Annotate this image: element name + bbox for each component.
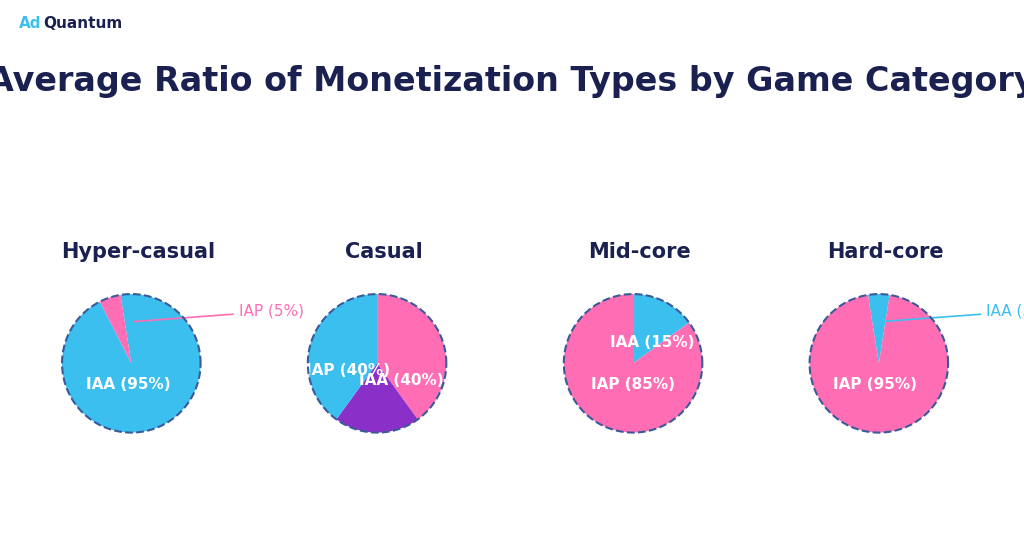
Text: IAA (15%): IAA (15%) <box>610 335 694 350</box>
Text: IAP (85%): IAP (85%) <box>591 376 675 392</box>
Title: Mid-core: Mid-core <box>589 242 691 262</box>
Text: IAP (40%): IAP (40%) <box>306 363 390 378</box>
Title: Hyper-casual: Hyper-casual <box>61 242 215 262</box>
Wedge shape <box>336 363 418 433</box>
Wedge shape <box>100 295 131 363</box>
Wedge shape <box>564 294 702 433</box>
Text: Average Ratio of Monetization Types by Game Category: Average Ratio of Monetization Types by G… <box>0 65 1024 98</box>
Text: IAA (5%): IAA (5%) <box>882 304 1024 321</box>
Text: IAA (40%): IAA (40%) <box>359 373 443 388</box>
Text: IAP (5%): IAP (5%) <box>134 304 304 321</box>
Wedge shape <box>308 294 377 420</box>
Title: Casual: Casual <box>345 242 423 262</box>
Text: IAP (95%): IAP (95%) <box>834 376 918 392</box>
Wedge shape <box>868 294 890 363</box>
Text: Ad: Ad <box>18 16 41 31</box>
Wedge shape <box>62 294 201 433</box>
Title: Hard-core: Hard-core <box>827 242 944 262</box>
Wedge shape <box>377 294 446 420</box>
Wedge shape <box>810 295 948 433</box>
Wedge shape <box>633 294 689 363</box>
Text: Quantum: Quantum <box>43 16 122 31</box>
Text: IAA (95%): IAA (95%) <box>86 376 170 392</box>
